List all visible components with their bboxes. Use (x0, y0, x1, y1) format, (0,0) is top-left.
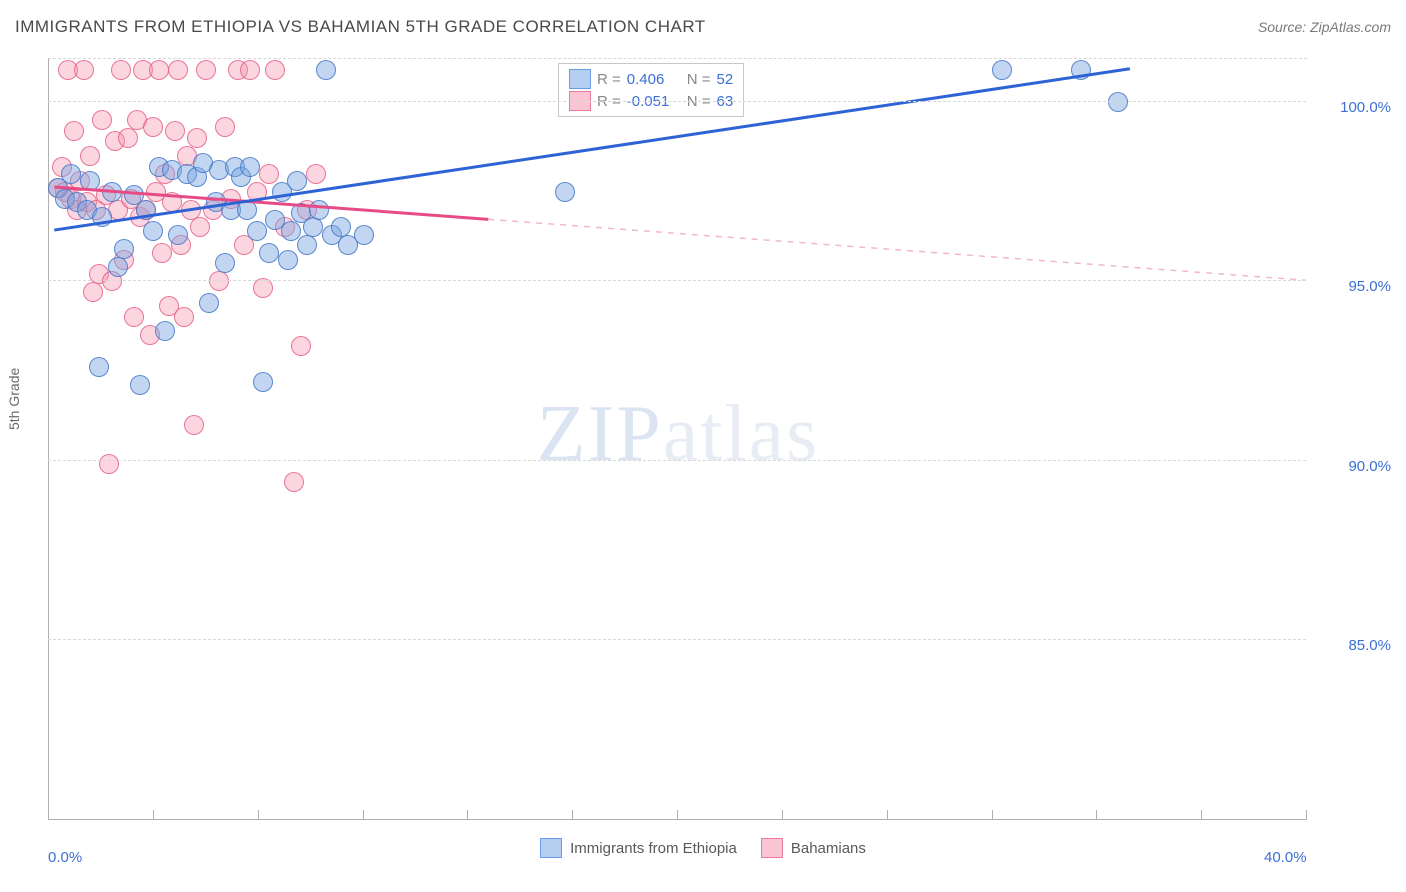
point-bahamians (196, 60, 216, 80)
point-ethiopia (1071, 60, 1091, 80)
series-legend: Immigrants from Ethiopia Bahamians (0, 838, 1406, 858)
point-ethiopia (108, 257, 128, 277)
point-ethiopia (240, 157, 260, 177)
point-bahamians (190, 217, 210, 237)
y-axis-label: 5th Grade (6, 368, 22, 430)
point-bahamians (64, 121, 84, 141)
point-ethiopia (92, 207, 112, 227)
chart-title: IMMIGRANTS FROM ETHIOPIA VS BAHAMIAN 5TH… (15, 17, 706, 37)
legend-label: Bahamians (791, 840, 866, 857)
y-tick-label: 85.0% (1348, 637, 1391, 654)
legend-item-ethiopia: Immigrants from Ethiopia (540, 838, 737, 858)
legend-item-bahamians: Bahamians (761, 838, 866, 858)
point-ethiopia (168, 225, 188, 245)
swatch-blue (569, 69, 591, 89)
point-ethiopia (297, 235, 317, 255)
point-ethiopia (89, 357, 109, 377)
point-bahamians (291, 336, 311, 356)
point-ethiopia (80, 171, 100, 191)
point-bahamians (215, 117, 235, 137)
point-bahamians (143, 117, 163, 137)
point-bahamians (306, 164, 326, 184)
point-bahamians (240, 60, 260, 80)
point-bahamians (165, 121, 185, 141)
point-ethiopia (309, 200, 329, 220)
point-bahamians (174, 307, 194, 327)
point-bahamians (181, 200, 201, 220)
point-bahamians (80, 146, 100, 166)
point-bahamians (162, 192, 182, 212)
point-ethiopia (143, 221, 163, 241)
point-ethiopia (259, 243, 279, 263)
source-label: Source: ZipAtlas.com (1258, 19, 1391, 35)
point-bahamians (152, 243, 172, 263)
point-bahamians (253, 278, 273, 298)
point-bahamians (99, 454, 119, 474)
point-ethiopia (136, 200, 156, 220)
point-bahamians (247, 182, 267, 202)
point-ethiopia (130, 375, 150, 395)
point-ethiopia (555, 182, 575, 202)
point-ethiopia (102, 182, 122, 202)
point-bahamians (149, 60, 169, 80)
watermark: ZIPatlas (537, 389, 820, 480)
point-ethiopia (247, 221, 267, 241)
point-ethiopia (316, 60, 336, 80)
point-ethiopia (992, 60, 1012, 80)
point-ethiopia (303, 217, 323, 237)
plot-area: ZIPatlas (48, 58, 1307, 820)
point-bahamians (118, 128, 138, 148)
swatch-blue (540, 838, 562, 858)
point-ethiopia (278, 250, 298, 270)
point-bahamians (92, 110, 112, 130)
point-ethiopia (1108, 92, 1128, 112)
point-ethiopia (287, 171, 307, 191)
point-bahamians (111, 60, 131, 80)
point-bahamians (83, 282, 103, 302)
point-bahamians (74, 60, 94, 80)
point-ethiopia (215, 253, 235, 273)
x-tick-label: 40.0% (1264, 849, 1307, 866)
y-tick-label: 100.0% (1340, 99, 1391, 116)
point-bahamians (209, 271, 229, 291)
point-bahamians (187, 128, 207, 148)
swatch-pink (761, 838, 783, 858)
point-bahamians (124, 307, 144, 327)
point-ethiopia (354, 225, 374, 245)
point-bahamians (184, 415, 204, 435)
legend-label: Immigrants from Ethiopia (570, 840, 737, 857)
point-ethiopia (61, 164, 81, 184)
point-ethiopia (114, 239, 134, 259)
point-ethiopia (253, 372, 273, 392)
y-tick-label: 95.0% (1348, 278, 1391, 295)
point-bahamians (259, 164, 279, 184)
y-tick-label: 90.0% (1348, 458, 1391, 475)
point-bahamians (284, 472, 304, 492)
point-bahamians (265, 60, 285, 80)
point-ethiopia (155, 321, 175, 341)
stats-row-ethiopia: R = 0.406 N = 52 (569, 68, 733, 90)
x-tick-label: 0.0% (48, 849, 82, 866)
point-bahamians (168, 60, 188, 80)
stats-legend: R = 0.406 N = 52 R = -0.051 N = 63 (558, 63, 744, 117)
point-ethiopia (199, 293, 219, 313)
point-ethiopia (237, 200, 257, 220)
